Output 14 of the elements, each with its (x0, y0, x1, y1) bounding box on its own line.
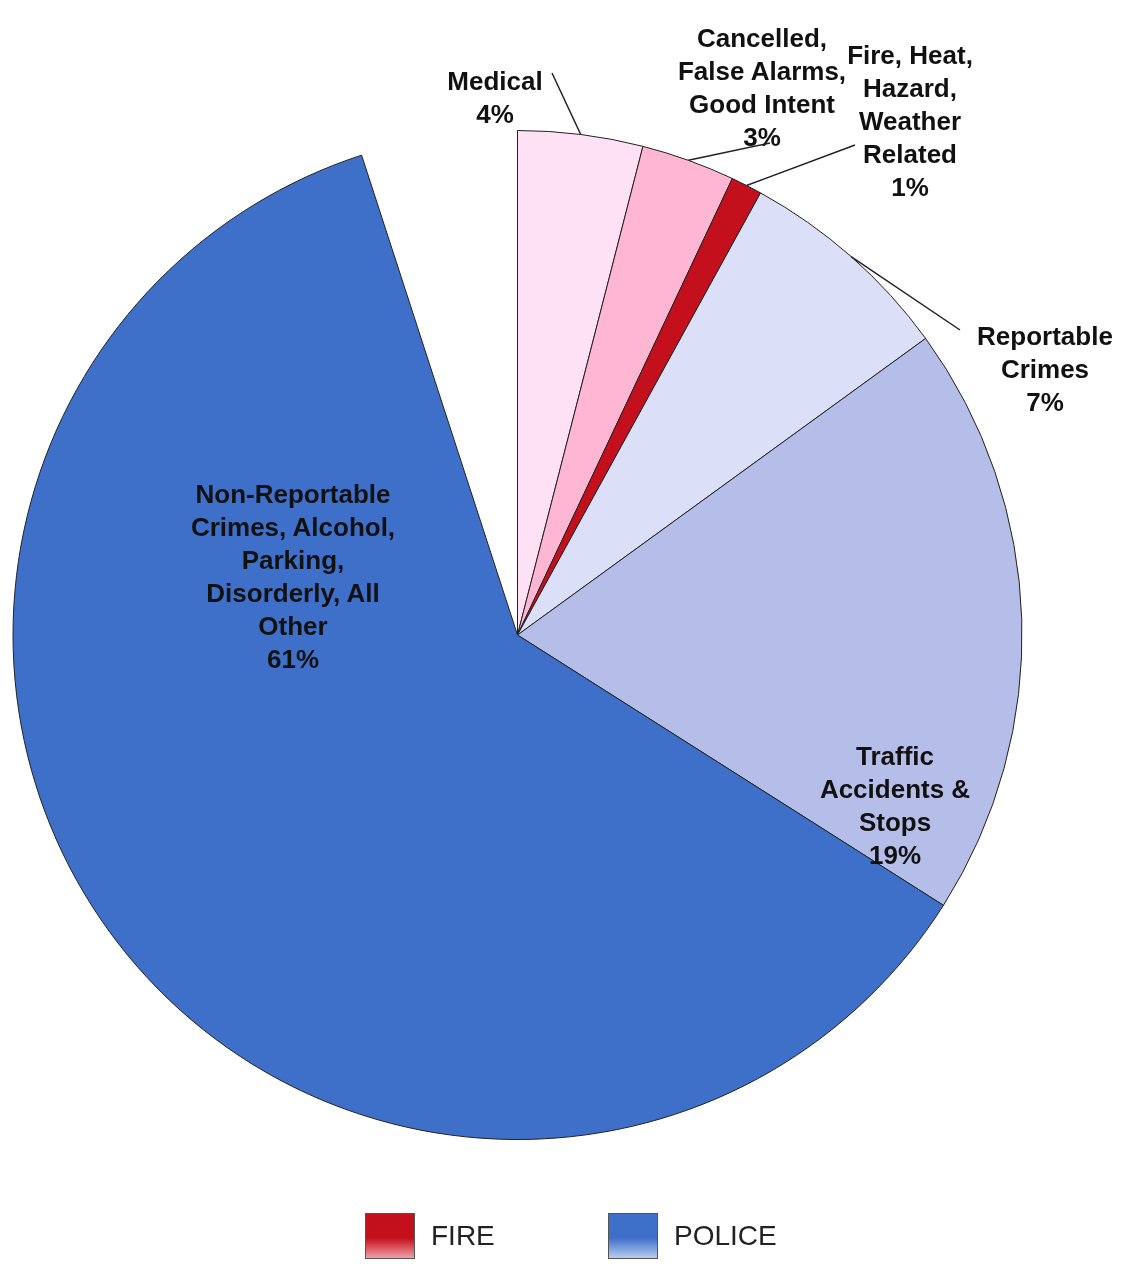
data-label: 4% (476, 99, 514, 130)
slice-label: Fire, Heat, Hazard, Weather Related (847, 40, 973, 170)
data-label: 7% (1026, 387, 1064, 418)
slice-label: Medical (447, 66, 543, 97)
text: FIRE (431, 1220, 495, 1252)
data-label: 1% (891, 172, 929, 203)
slice-label: Reportable Crimes (977, 321, 1113, 385)
slice-label: Traffic Accidents & Stops (819, 741, 971, 838)
slice-label: Non-Reportable Crimes, Alcohol, Parking, Disorderly, All Other (190, 479, 396, 642)
slice-label: Cancelled, False Alarms, Good Intent (677, 23, 847, 120)
data-label: 19% (868, 840, 922, 871)
data-label: 61% (266, 644, 320, 675)
data-label: 3% (743, 122, 781, 153)
text: POLICE (674, 1220, 777, 1252)
